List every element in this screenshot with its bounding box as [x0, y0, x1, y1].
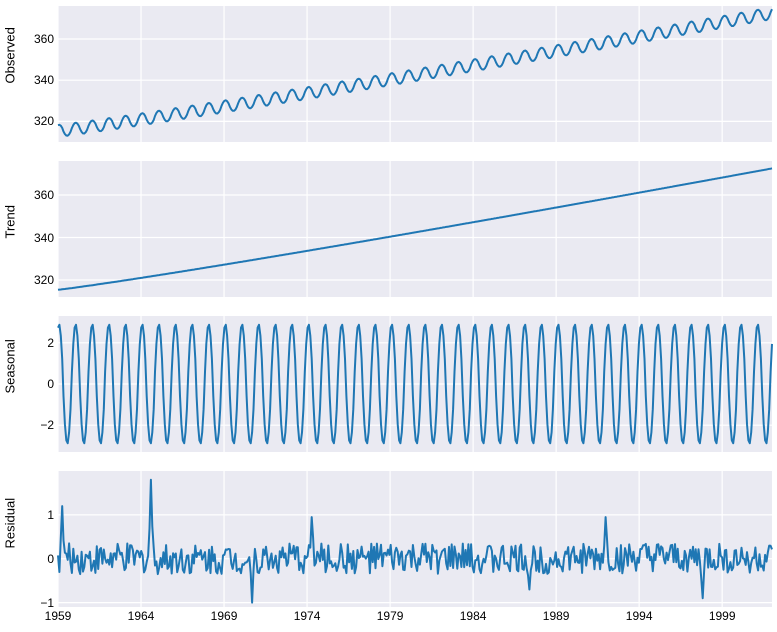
ylabel-observed: Observed: [3, 64, 18, 84]
plot-svg-3: [58, 471, 772, 607]
series-observed: [58, 9, 772, 136]
ytick-label: 360: [0, 188, 54, 202]
xtick-label: 1999: [709, 609, 736, 623]
ytick-label: −1: [0, 596, 54, 610]
ytick-label: −2: [0, 418, 54, 432]
xtick-label: 1969: [211, 609, 238, 623]
xtick-label: 1964: [128, 609, 155, 623]
series-trend: [58, 168, 772, 289]
ylabel-trend: Trend: [3, 219, 18, 239]
xtick-label: 1994: [626, 609, 653, 623]
ylabel-seasonal: Seasonal: [3, 374, 18, 394]
plot-svg-0: [58, 6, 772, 142]
xtick-label: 1959: [45, 609, 72, 623]
ylabel-residual: Residual: [3, 529, 18, 549]
xtick-label: 1984: [460, 609, 487, 623]
ytick-label: 320: [0, 114, 54, 128]
ytick-label: 320: [0, 273, 54, 287]
xtick-label: 1989: [543, 609, 570, 623]
ytick-label: 0: [0, 552, 54, 566]
xtick-label: 1979: [377, 609, 404, 623]
plot-svg-2: [58, 316, 772, 452]
plot-svg-1: [58, 161, 772, 297]
series-residual: [58, 480, 772, 603]
xtick-label: 1974: [294, 609, 321, 623]
